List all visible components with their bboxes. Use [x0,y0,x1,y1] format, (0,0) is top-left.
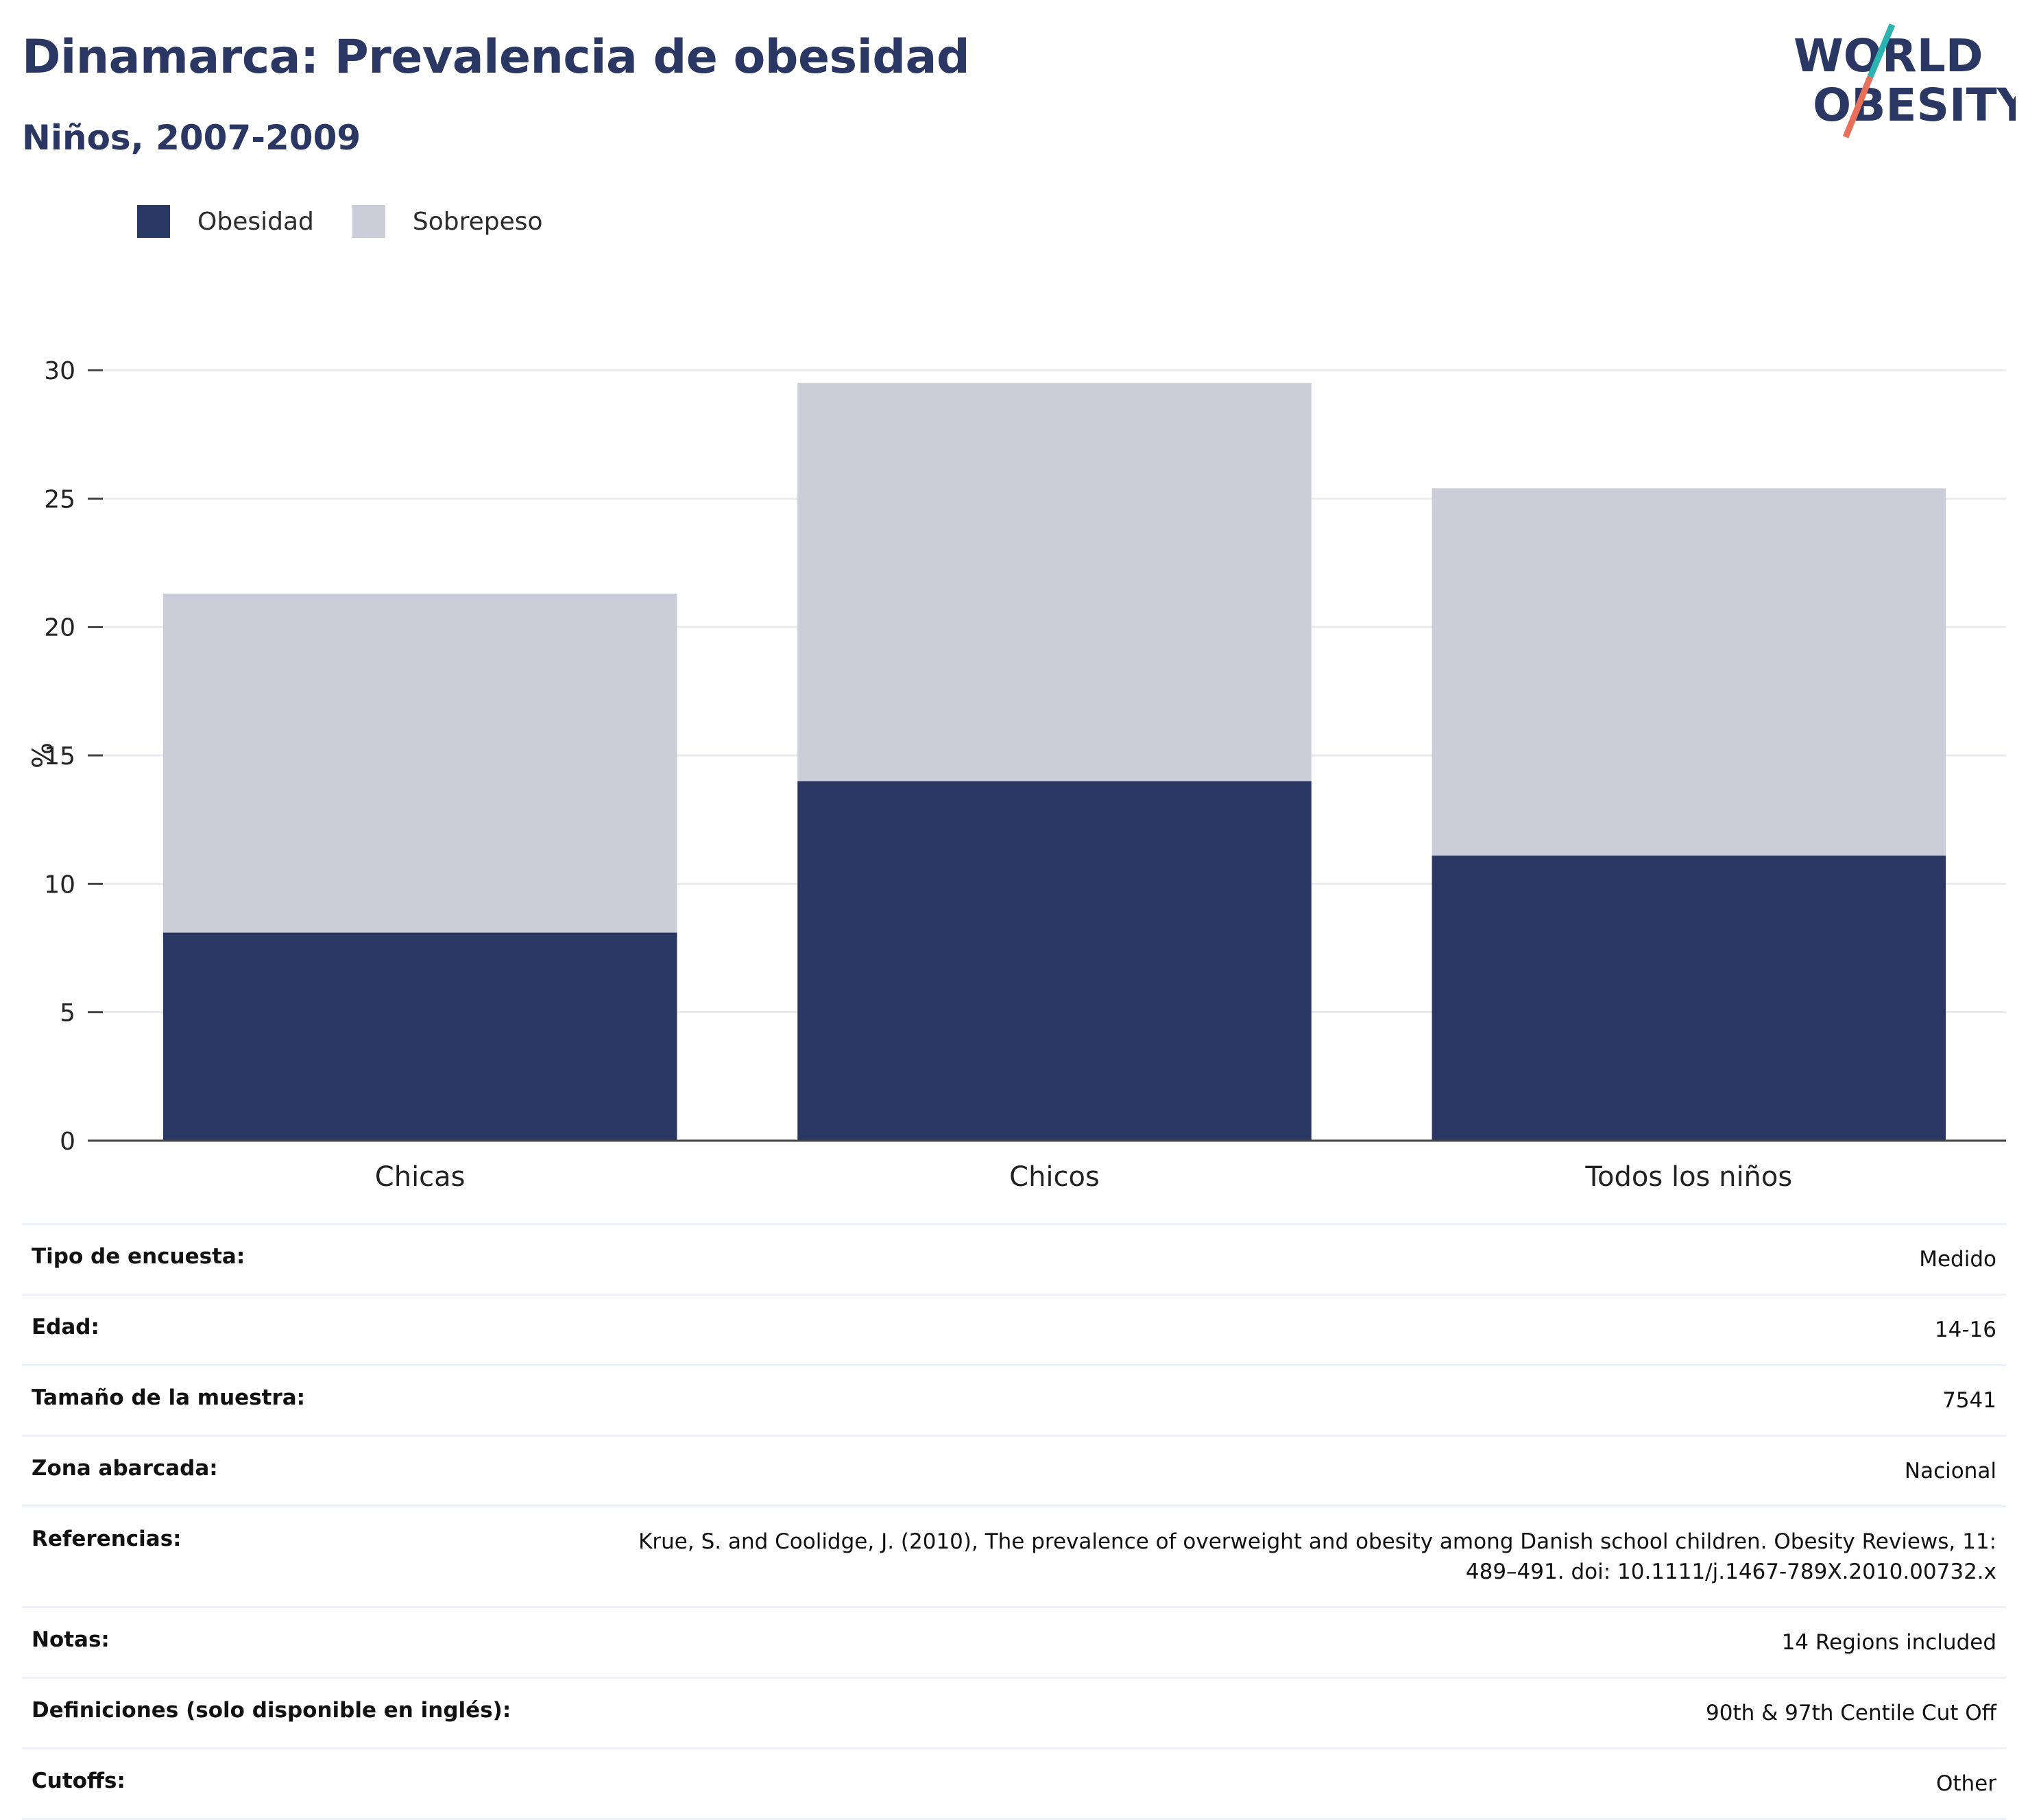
y-tick-label: 30 [44,357,75,385]
details-label: Definiciones (solo disponible en inglés)… [32,1698,511,1723]
chart-legend: Obesidad Sobrepeso [137,203,581,240]
bar-obesity [162,932,677,1141]
details-value-cell: Krue, S. and Coolidge, J. (2010), The pr… [562,1507,2006,1607]
details-value-cell: 90th & 97th Centile Cut Off [562,1678,2006,1749]
details-row: Referencias: Krue, S. and Coolidge, J. (2… [22,1507,2006,1607]
x-tick-label: Todos los niños [1584,1161,1792,1193]
details-value-cell: Nacional [562,1436,2006,1507]
details-value: Other [1935,1771,1996,1796]
legend-label-obesity: Obesidad [197,207,314,236]
details-value-cell: Other [562,1749,2006,1819]
details-label: Tamaño de la muestra: [32,1385,306,1410]
y-tick-label: 20 [44,614,75,642]
details-value-cell: 14 Regions included [562,1607,2006,1678]
logo-text-obesity: OBESITY [1813,79,2016,132]
bar-overweight [1432,488,1946,856]
details-value-cell: Medido [562,1224,2006,1295]
bar-obesity [1432,856,1946,1141]
legend-item-obesity[interactable]: Obesidad [137,205,314,238]
logo-slash-teal [1867,23,1896,78]
y-tick-label: 5 [60,999,75,1028]
stacked-bar-chart: 0 5 10 15 20 25 30% Chicas Chicos Todos los niños [27,357,2006,1193]
y-tick-label: 0 [60,1128,75,1156]
details-value: Medido [1919,1247,1996,1272]
bar-obesity [797,781,1312,1141]
legend-swatch-overweight [352,205,385,238]
y-tick-label: 10 [44,871,75,899]
x-tick-label: Chicos [1009,1161,1100,1193]
details-label: Referencias: [32,1527,182,1551]
details-label: Zona abarcada: [32,1456,218,1481]
details-value: 14 Regions included [1781,1630,1996,1655]
chart-title: Dinamarca: Prevalencia de obesidad [22,30,970,84]
details-row: Notas: 14 Regions included [22,1607,2006,1678]
bar-overweight [162,593,677,933]
legend-item-overweight[interactable]: Sobrepeso [352,205,543,238]
details-value: 7541 [1942,1388,1996,1413]
y-axis-label: % [27,742,59,768]
details-value-cell: 14-16 [562,1295,2006,1366]
survey-details-table: Tipo de encuesta: Medido Edad: 14-16 Tamaño … [22,1223,2006,1820]
details-row: Zona abarcada: Nacional [22,1436,2006,1507]
details-row: Cutoffs: Other [22,1749,2006,1819]
bar-overweight [797,383,1312,781]
logo-slash-coral [1842,75,1874,138]
y-tick-label: 15 [44,742,75,771]
legend-label-overweight: Sobrepeso [412,207,543,236]
details-value: Krue, S. and Coolidge, J. (2010), The pr… [638,1529,1996,1584]
x-tick-label: Chicas [375,1161,466,1193]
details-value: 14-16 [1934,1318,1996,1342]
details-row: Edad: 14-16 [22,1295,2006,1366]
details-label: Cutoffs: [32,1769,125,1793]
details-row: Definiciones (solo disponible en inglés)… [22,1678,2006,1749]
details-value: 90th & 97th Centile Cut Off [1706,1701,1996,1725]
details-label: Tipo de encuesta: [32,1244,245,1269]
legend-swatch-obesity [137,205,170,238]
details-row: Tipo de encuesta: Medido [22,1224,2006,1295]
details-label: Notas: [32,1627,110,1652]
details-label: Edad: [32,1315,99,1339]
details-value: Nacional [1904,1459,1996,1483]
chart-subtitle: Niños, 2007-2009 [22,118,361,158]
world-obesity-logo: WORLD OBESITY [1794,23,2016,138]
y-tick-label: 25 [44,485,75,513]
details-value-cell: 7541 [562,1366,2006,1436]
details-row: Tamaño de la muestra: 7541 [22,1366,2006,1436]
